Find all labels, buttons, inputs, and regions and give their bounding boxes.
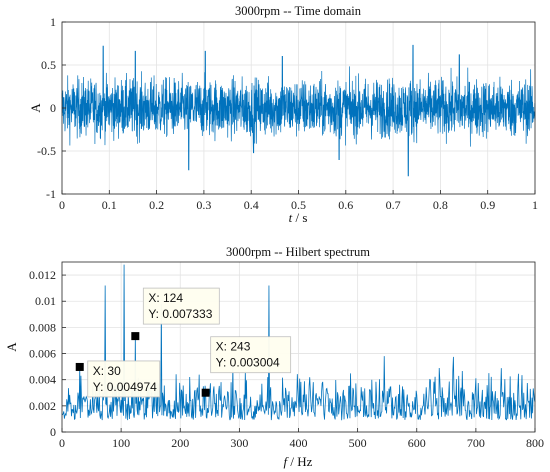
time-domain-y-ticks: -1 -0.5 0 0.5 1 xyxy=(37,15,66,201)
x-tick-label: 0.7 xyxy=(386,198,401,212)
datatip-y-label: Y: 0.007333 xyxy=(148,307,212,321)
hilbert-y-label: A xyxy=(4,342,19,352)
x-tick-label: 1 xyxy=(532,198,538,212)
time-domain-x-label-var: t xyxy=(289,210,293,225)
x-tick-label: 300 xyxy=(230,436,248,450)
datatip-marker[interactable] xyxy=(75,362,84,371)
datatip-x-label: X: 243 xyxy=(216,340,251,354)
time-domain-chart: 0 0.1 0.2 0.3 0.4 0.5 0.6 0.7 0.8 0.9 1 -1 -0.5 0 0.5… xyxy=(28,4,538,225)
x-tick-label: 0.6 xyxy=(338,198,353,212)
datatip-y-label: Y: 0.003004 xyxy=(216,356,280,370)
datatip-box xyxy=(142,287,220,325)
time-domain-signal-line xyxy=(61,44,536,177)
time-domain-x-label: t / s xyxy=(289,210,308,225)
x-tick-label: 0.4 xyxy=(244,198,259,212)
x-tick-label: 200 xyxy=(171,436,189,450)
y-tick-label: 0.004 xyxy=(29,373,56,387)
y-tick-label: -1 xyxy=(46,187,56,201)
hilbert-spectrum-chart: 0 100 200 300 400 500 600 700 800 0 0.002 0.004 0.0… xyxy=(4,245,544,469)
y-tick-label: 0.01 xyxy=(35,294,56,308)
y-tick-label: 0.008 xyxy=(29,320,56,334)
x-tick-label: 0.5 xyxy=(291,198,306,212)
datatip-x-label: X: 30 xyxy=(93,364,121,378)
datatip[interactable]: X: 243 Y: 0.003004 xyxy=(201,336,292,397)
hilbert-title: 3000rpm -- Hilbert spectrum xyxy=(226,245,370,259)
x-tick-label: 500 xyxy=(349,436,367,450)
datatip[interactable]: X: 30 Y: 0.004974 xyxy=(75,360,161,398)
x-tick-label: 800 xyxy=(526,436,544,450)
x-tick-label: 0 xyxy=(59,436,65,450)
datatip-box xyxy=(87,360,161,398)
x-tick-label: 0.8 xyxy=(433,198,448,212)
y-tick-label: 0.012 xyxy=(29,268,56,282)
x-tick-label: 0.9 xyxy=(480,198,495,212)
datatip-y-label: Y: 0.004974 xyxy=(93,380,157,394)
time-domain-title: 3000rpm -- Time domain xyxy=(235,4,362,18)
hilbert-x-label: f / Hz xyxy=(284,454,313,469)
datatip-x-label: X: 124 xyxy=(148,291,183,305)
hilbert-x-label-var: f xyxy=(284,454,290,469)
x-tick-label: 0.1 xyxy=(102,198,117,212)
y-tick-label: 0.5 xyxy=(41,58,56,72)
hilbert-y-ticks: 0 0.002 0.004 0.006 0.008 0.01 0.012 xyxy=(29,268,66,439)
x-tick-label: 700 xyxy=(467,436,485,450)
y-tick-label: 0.006 xyxy=(29,347,56,361)
time-domain-y-label: A xyxy=(28,103,43,113)
y-tick-label: 0 xyxy=(50,425,56,439)
x-tick-label: 600 xyxy=(408,436,426,450)
datatip[interactable]: X: 124 Y: 0.007333 xyxy=(131,287,220,341)
x-tick-label: 0 xyxy=(59,198,65,212)
hilbert-datatips: X: 30 Y: 0.004974 X: 124 Y: 0.007333 X: 243 Y… xyxy=(75,287,292,398)
time-domain-x-label-unit: / s xyxy=(292,210,307,225)
y-tick-label: 0.002 xyxy=(29,399,56,413)
time-domain-x-ticks: 0 0.1 0.2 0.3 0.4 0.5 0.6 0.7 0.8 0.9 1 xyxy=(59,190,538,212)
time-domain-series xyxy=(61,44,536,177)
y-tick-label: -0.5 xyxy=(37,144,56,158)
hilbert-x-ticks: 0 100 200 300 400 500 600 700 800 xyxy=(59,428,544,450)
hilbert-x-label-unit: / Hz xyxy=(287,454,313,469)
datatip-marker[interactable] xyxy=(131,332,140,341)
y-tick-label: 1 xyxy=(50,15,56,29)
x-tick-label: 400 xyxy=(290,436,308,450)
datatip-box xyxy=(210,336,292,374)
x-tick-label: 0.3 xyxy=(196,198,211,212)
x-tick-label: 0.2 xyxy=(149,198,164,212)
y-tick-label: 0 xyxy=(50,101,56,115)
x-tick-label: 100 xyxy=(112,436,130,450)
datatip-marker[interactable] xyxy=(201,388,210,397)
